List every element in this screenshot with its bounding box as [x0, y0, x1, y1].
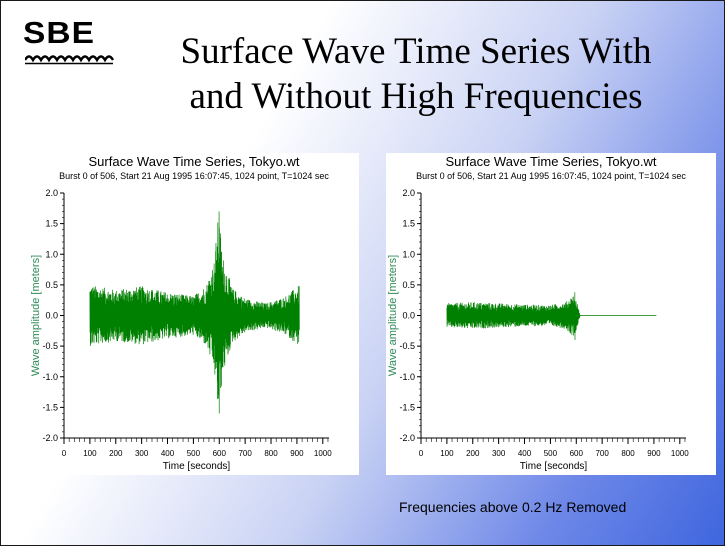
chart-title: Surface Wave Time Series, Tokyo.wt	[89, 154, 300, 169]
y-axis-label: Wave amplitude [meters]	[30, 255, 42, 376]
y-tick-label: 0.5	[45, 280, 58, 290]
chart-subtitle: Burst 0 of 506, Start 21 Aug 1995 16:07:…	[59, 171, 329, 181]
wave-series-line	[89, 211, 300, 414]
y-tick-label: -2.0	[42, 433, 58, 443]
x-tick-label: 600	[213, 449, 227, 458]
filter-caption: Frequencies above 0.2 Hz Removed	[399, 499, 627, 515]
y-tick-label: 0.0	[45, 311, 58, 321]
x-tick-label: 200	[109, 449, 123, 458]
x-tick-label: 900	[290, 449, 304, 458]
title-line-2: and Without High Frequencies	[189, 76, 643, 117]
x-tick-label: 700	[238, 449, 252, 458]
x-tick-label: 500	[187, 449, 201, 458]
y-tick-label: 0.0	[402, 311, 415, 321]
y-tick-label: -2.0	[399, 433, 415, 443]
logo-waves-icon	[25, 55, 115, 65]
x-tick-label: 100	[440, 449, 454, 458]
y-tick-label: -1.0	[42, 372, 58, 382]
y-tick-label: -0.5	[42, 341, 58, 351]
y-tick-label: 1.0	[402, 249, 415, 259]
chart-subtitle: Burst 0 of 506, Start 21 Aug 1995 16:07:…	[416, 171, 686, 181]
y-tick-label: -1.5	[399, 402, 415, 412]
x-tick-label: 0	[62, 449, 67, 458]
x-axis-label: Time [seconds]	[520, 461, 588, 472]
x-tick-label: 500	[544, 449, 558, 458]
chart-panel-with-high-frequencies: Surface Wave Time Series, Tokyo.wt Burst …	[29, 153, 359, 475]
chart-title: Surface Wave Time Series, Tokyo.wt	[446, 154, 657, 169]
sbe-logo: SBE	[23, 15, 123, 77]
y-axis-label: Wave amplitude [meters]	[387, 255, 399, 376]
wave-chart-left: Surface Wave Time Series, Tokyo.wt Burst …	[30, 154, 332, 472]
x-tick-label: 100	[83, 449, 97, 458]
y-tick-label: 0.5	[402, 280, 415, 290]
logo-text: SBE	[23, 15, 96, 50]
chart-panel-without-high-frequencies: Surface Wave Time Series, Tokyo.wt Burst …	[386, 153, 716, 475]
slide-title: Surface Wave Time Series With and Withou…	[121, 29, 711, 119]
x-tick-label: 800	[621, 449, 635, 458]
x-tick-label: 200	[466, 449, 480, 458]
x-tick-label: 800	[264, 449, 278, 458]
x-tick-label: 700	[595, 449, 609, 458]
x-tick-label: 400	[518, 449, 532, 458]
y-tick-label: -1.5	[42, 402, 58, 412]
x-tick-label: 600	[570, 449, 584, 458]
y-tick-label: 2.0	[402, 188, 415, 198]
x-tick-label: 300	[135, 449, 149, 458]
x-tick-label: 300	[492, 449, 506, 458]
x-tick-label: 900	[647, 449, 661, 458]
y-tick-label: 1.5	[45, 219, 58, 229]
x-tick-label: 1000	[671, 449, 689, 458]
y-tick-label: -0.5	[399, 341, 415, 351]
x-tick-label: 400	[161, 449, 175, 458]
x-tick-label: 1000	[314, 449, 332, 458]
y-tick-label: 1.5	[402, 219, 415, 229]
y-tick-label: 2.0	[45, 188, 58, 198]
title-line-1: Surface Wave Time Series With	[180, 31, 652, 72]
wave-chart-right: Surface Wave Time Series, Tokyo.wt Burst …	[387, 154, 689, 472]
x-axis-label: Time [seconds]	[163, 461, 231, 472]
y-tick-label: 1.0	[45, 249, 58, 259]
x-tick-label: 0	[419, 449, 424, 458]
y-tick-label: -1.0	[399, 372, 415, 382]
wave-series-line	[446, 292, 657, 341]
